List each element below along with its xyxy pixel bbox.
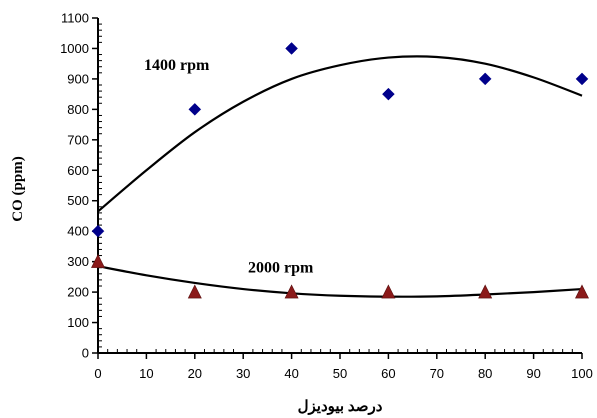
axes: 0 100 200 300 400 500 600 700 800 900 1000 1100 0 10 2… (60, 11, 593, 382)
trendlines (97, 55, 583, 298)
y-tick-label: 700 (67, 132, 89, 147)
y-axis-title: CO (ppm) (10, 156, 26, 221)
x-tick-label: 10 (139, 366, 153, 381)
y-tick-label: 600 (67, 163, 89, 178)
diamond-marker (382, 87, 395, 101)
series-label-1: 1400 rpm (144, 57, 210, 74)
diamond-marker (478, 72, 492, 86)
diamond-marker (91, 224, 105, 238)
triangle-marker (284, 284, 299, 299)
y-tick-label: 1000 (60, 41, 89, 56)
x-tick-label: 80 (478, 366, 492, 381)
triangle-marker (91, 253, 105, 268)
y-tick-label: 500 (67, 193, 89, 208)
x-tick-label: 20 (188, 366, 202, 381)
triangle-marker (381, 284, 396, 299)
y-tick-label: 900 (67, 71, 89, 86)
y-tick-label: 1100 (61, 11, 89, 26)
x-tick-label: 0 (94, 366, 101, 381)
x-tick-label: 30 (236, 366, 250, 381)
annotations: 1400 rpm 2000 rpm (144, 57, 314, 277)
diamond-marker (575, 72, 589, 86)
x-tick-label: 50 (333, 366, 347, 381)
y-tick-label: 300 (67, 254, 89, 269)
x-tick-label: 40 (284, 366, 298, 381)
y-tick-label: 800 (67, 102, 89, 117)
series-label-2: 2000 rpm (248, 259, 314, 276)
triangle-marker (187, 284, 202, 299)
x-tick-label: 100 (571, 366, 593, 381)
x-axis-title: درصد بیودیزل (298, 399, 383, 415)
x-tick-label: 90 (526, 366, 540, 381)
triangle-marker (575, 284, 589, 299)
y-tick-label: 400 (67, 224, 89, 239)
x-tick-label: 60 (381, 366, 395, 381)
y-tick-label: 0 (82, 346, 89, 361)
data-markers (91, 42, 589, 299)
x-tick-label: 70 (430, 366, 444, 381)
triangle-marker (478, 284, 493, 299)
trendline-2 (97, 265, 583, 298)
y-tick-label: 200 (67, 285, 89, 300)
diamond-marker (285, 42, 298, 55)
y-tick-label: 100 (67, 315, 89, 330)
diamond-marker (188, 103, 202, 116)
trendline-1 (97, 55, 583, 213)
